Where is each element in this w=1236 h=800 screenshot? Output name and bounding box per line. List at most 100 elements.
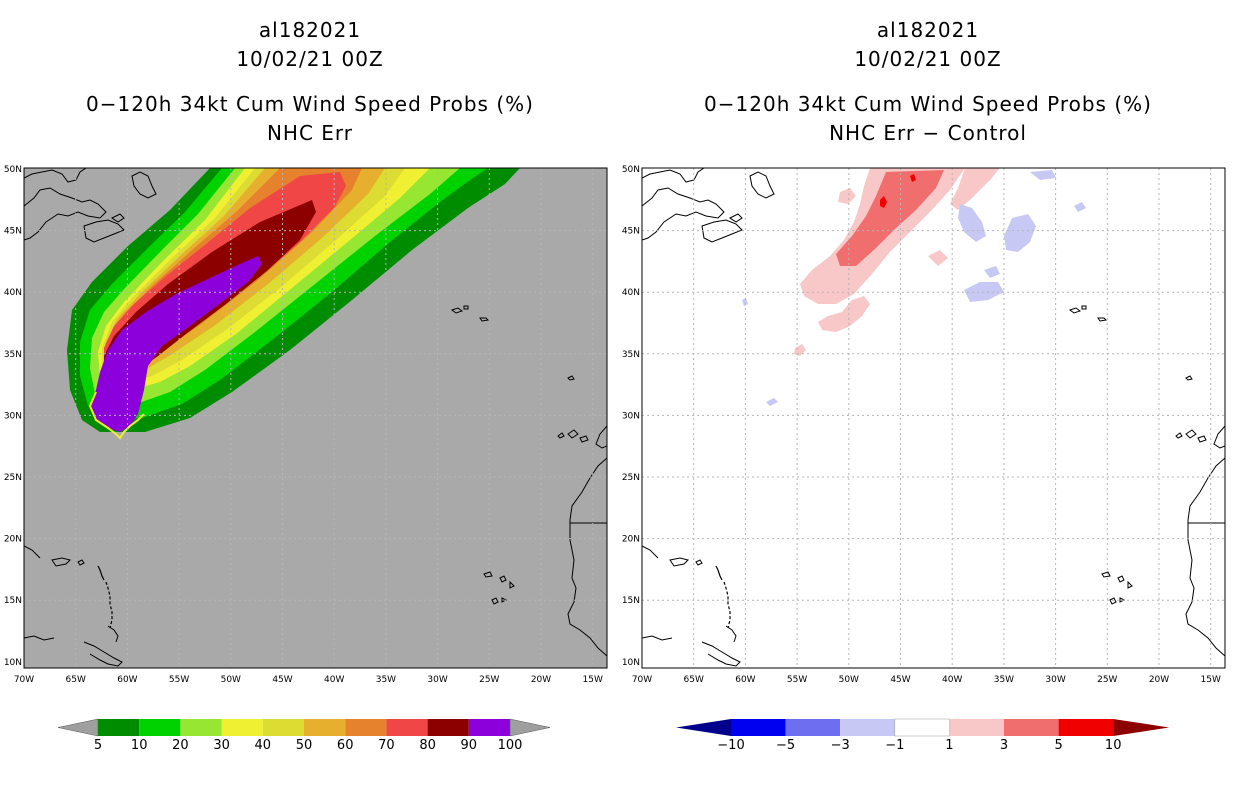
colorbar-box [98, 719, 140, 736]
lon-label: 55W [787, 675, 807, 685]
left-title-line-3: 0−120h 34kt Cum Wind Speed Probs (%) [86, 92, 534, 116]
lon-label: 60W [117, 675, 137, 685]
right-title-line-2: 10/02/21 00Z [854, 47, 1002, 71]
lon-label: 60W [735, 675, 755, 685]
colorbar-box [731, 719, 786, 736]
left-axis-labels: 70W 65W 60W 55W 50W 45W 40W 35W 30W 25W 20W 15W 50N 4… [4, 165, 603, 685]
colorbar-box [221, 719, 263, 736]
colorbar-box [139, 719, 181, 736]
lat-label: 50N [4, 165, 22, 175]
right-map: 70W 65W 60W 55W 50W 45W 40W 35W 30W 25W 20W 15W 50N 4… [622, 165, 1226, 685]
colorbar-box [304, 719, 346, 736]
colorbar-label: 5 [1054, 738, 1062, 753]
lon-label: 55W [169, 675, 189, 685]
lon-label: 15W [1201, 675, 1221, 685]
colorbar-box [840, 719, 895, 736]
colorbar-label: −10 [717, 738, 744, 753]
colorbar-box [949, 719, 1004, 736]
lon-label: 25W [479, 675, 499, 685]
colorbar-label: 10 [1105, 738, 1122, 753]
colorbar-box [1004, 719, 1059, 736]
lon-label: 70W [14, 675, 34, 685]
lon-label: 20W [531, 675, 551, 685]
colorbar-label: 50 [296, 738, 313, 753]
right-difference-field [742, 168, 1086, 406]
lon-label: 40W [324, 675, 344, 685]
lon-label: 25W [1097, 675, 1117, 685]
left-colorbar: 5 10 20 30 40 50 60 70 80 90 100 [57, 718, 551, 753]
colorbar-label: 1 [945, 738, 953, 753]
right-title-line-4: NHC Err − Control [829, 121, 1027, 145]
lat-label: 30N [622, 411, 640, 421]
diff-neg-1 [958, 204, 986, 242]
lon-label: 50W [221, 675, 241, 685]
right-title-line-3: 0−120h 34kt Cum Wind Speed Probs (%) [704, 92, 1152, 116]
colorbar-label: 20 [172, 738, 189, 753]
diff-neg-7 [742, 298, 748, 306]
lon-label: 65W [66, 675, 86, 685]
lat-label: 40N [4, 288, 22, 298]
colorbar-box [180, 719, 222, 736]
lat-label: 20N [4, 535, 22, 545]
lat-label: 35N [622, 350, 640, 360]
cone-edge [88, 391, 145, 440]
diff-pos-4 [950, 168, 1000, 210]
lat-label: 15N [4, 596, 22, 606]
left-title-line-2: 10/02/21 00Z [236, 47, 384, 71]
lat-label: 35N [4, 350, 22, 360]
lon-label: 30W [427, 675, 447, 685]
colorbar-low-triangle [676, 719, 731, 736]
lat-label: 50N [622, 165, 640, 175]
colorbar-box [1058, 719, 1114, 736]
contour-90 [90, 256, 262, 432]
colorbar-high-triangle [1113, 719, 1170, 736]
lon-label: 70W [632, 675, 652, 685]
diff-pos-high [880, 196, 887, 208]
lon-label: 45W [890, 675, 910, 685]
left-title-line-1: al182021 [258, 18, 362, 42]
colorbar-label: 3 [1000, 738, 1008, 753]
lon-label: 35W [994, 675, 1014, 685]
colorbar-label: 100 [498, 738, 523, 753]
lat-label: 10N [4, 658, 22, 668]
lon-label: 35W [376, 675, 396, 685]
lon-label: 20W [1149, 675, 1169, 685]
diff-neg-3 [1030, 170, 1056, 180]
diff-pos-mid [836, 170, 944, 266]
diff-neg-2 [1004, 214, 1036, 252]
colorbar-label: 40 [255, 738, 272, 753]
colorbar-label: 60 [337, 738, 354, 753]
colorbar-box [345, 719, 387, 736]
lat-label: 10N [622, 658, 640, 668]
lat-label: 25N [622, 473, 640, 483]
colorbar-box [785, 719, 841, 736]
lon-label: 65W [684, 675, 704, 685]
colorbar-high-triangle [509, 718, 551, 737]
colorbar-label: 30 [213, 738, 230, 753]
colorbar-box [894, 718, 950, 737]
colorbar-box [468, 719, 510, 736]
diff-pos-6 [928, 250, 948, 266]
left-title-line-4: NHC Err [266, 121, 354, 145]
right-title: al182021 10/02/21 00Z 0−120h 34kt Cum Wi… [698, 16, 1158, 148]
colorbar-label: 80 [419, 738, 436, 753]
right-title-line-1: al182021 [876, 18, 980, 42]
lat-label: 40N [622, 288, 640, 298]
right-gridlines [642, 168, 1225, 668]
lon-label: 30W [1045, 675, 1065, 685]
left-gridlines [24, 168, 607, 668]
diff-neg-5 [984, 266, 1000, 278]
colorbar-label: 10 [131, 738, 148, 753]
lat-label: 30N [4, 411, 22, 421]
lat-label: 45N [622, 227, 640, 237]
colorbar-box [262, 719, 304, 736]
lat-label: 45N [4, 227, 22, 237]
colorbar-label: 70 [378, 738, 395, 753]
lon-label: 45W [272, 675, 292, 685]
diff-neg-8 [1074, 202, 1086, 212]
lat-label: 25N [4, 473, 22, 483]
colorbar-box [386, 719, 428, 736]
left-map: 70W 65W 60W 55W 50W 45W 40W 35W 30W 25W 20W 15W 50N 4… [4, 165, 608, 685]
lon-label: 40W [942, 675, 962, 685]
